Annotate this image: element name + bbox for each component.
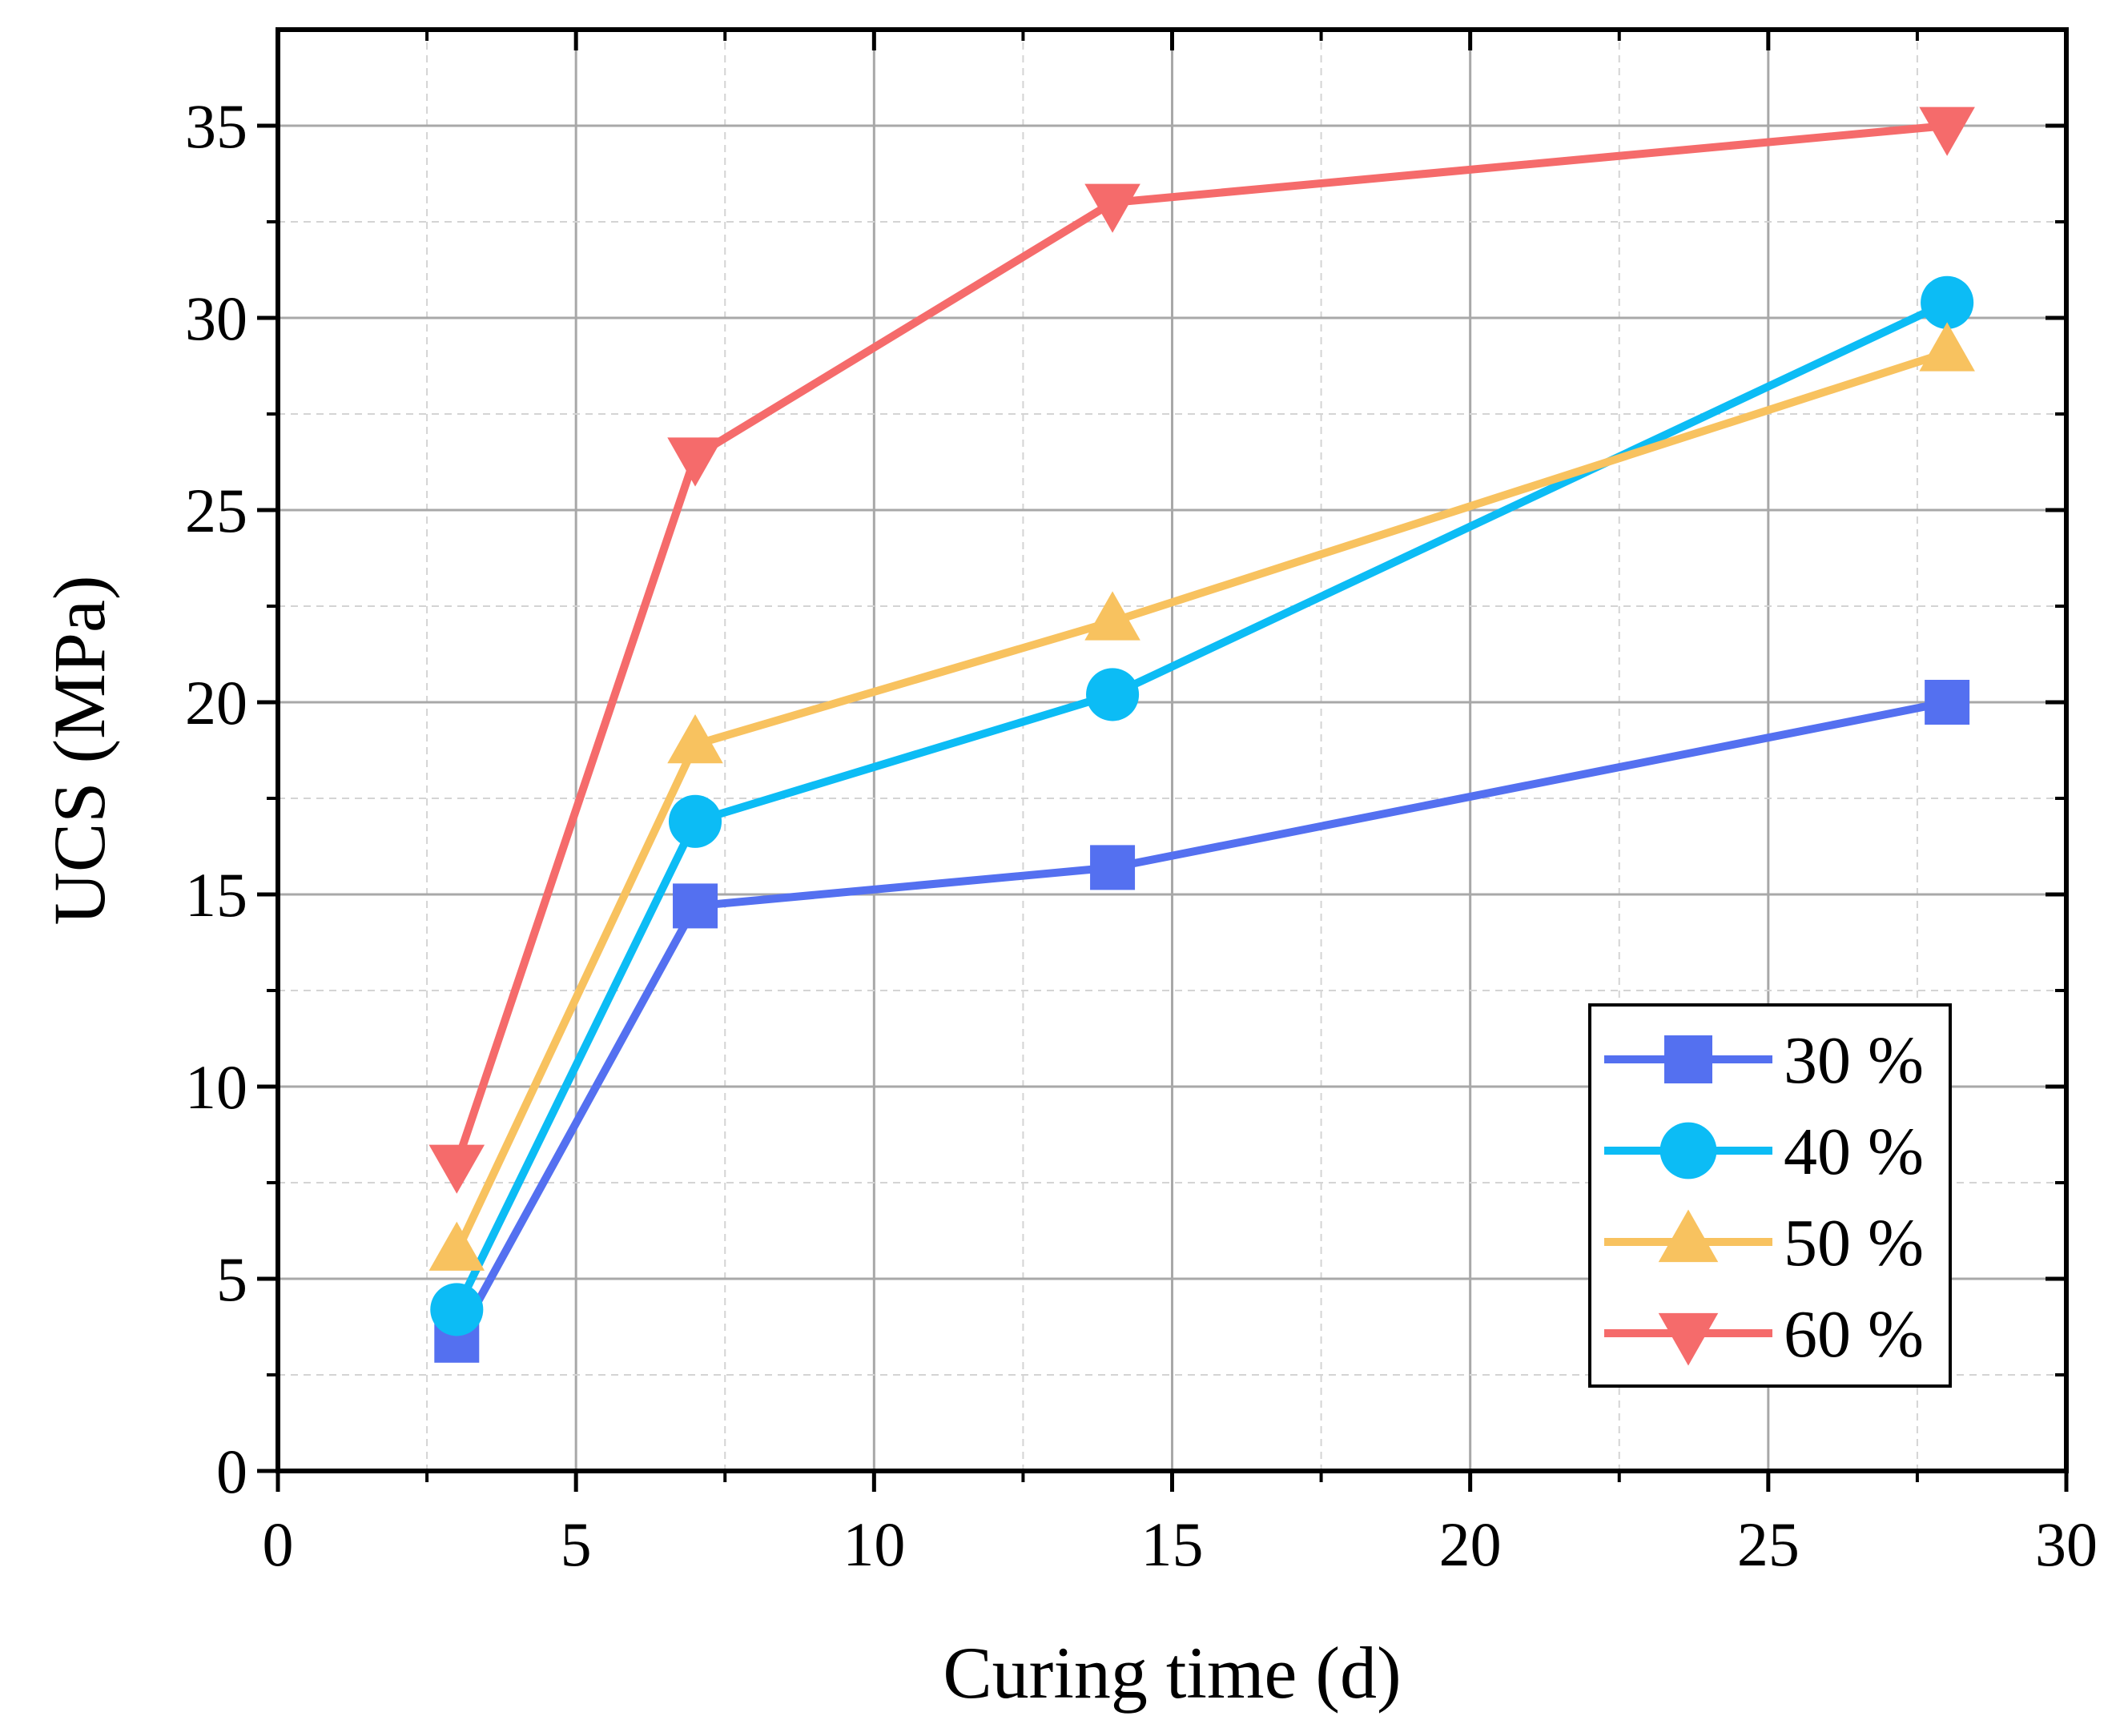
x-tick-label: 0: [263, 1509, 294, 1579]
series-3: [428, 322, 1975, 1271]
series-4: [428, 106, 1975, 1194]
y-tick-label: 0: [216, 1437, 247, 1506]
series-line: [453, 348, 1949, 1254]
y-tick-label: 35: [185, 91, 247, 161]
series-group: [428, 106, 1975, 1363]
y-tick-label: 20: [185, 668, 247, 737]
legend-label: 60 %: [1784, 1297, 1924, 1372]
data-point: [667, 437, 723, 487]
legend-label: 30 %: [1784, 1023, 1924, 1098]
data-point: [1919, 322, 1975, 372]
y-tick-label: 15: [185, 860, 247, 930]
legend-item: 40 %: [1604, 1115, 1924, 1189]
ticks: 0 5 10 15 20 25 30 0 5 10 15 20 25 30 35: [185, 30, 2098, 1579]
y-tick-label: 5: [216, 1244, 247, 1314]
legend-marker: [1664, 1035, 1712, 1083]
y-axis-title: UCS (MPa): [38, 575, 120, 925]
legend-marker: [1658, 1312, 1719, 1366]
x-tick-label: 10: [843, 1509, 905, 1579]
x-tick-label: 30: [2035, 1509, 2098, 1579]
legend-label: 40 %: [1784, 1115, 1924, 1189]
data-point: [1086, 668, 1140, 721]
data-point: [1084, 183, 1140, 233]
legend-item: 30 %: [1604, 1023, 1924, 1098]
x-tick-label: 20: [1439, 1509, 1502, 1579]
legend-marker: [1658, 1209, 1719, 1263]
legend-item: 60 %: [1604, 1297, 1924, 1372]
y-tick-label: 25: [185, 476, 247, 545]
data-point: [1921, 275, 1974, 329]
x-tick-label: 15: [1141, 1509, 1204, 1579]
legend-box: [1588, 1003, 1952, 1388]
x-tick-label: 5: [561, 1509, 592, 1579]
legend-item: 50 %: [1604, 1206, 1924, 1280]
legend-label: 50 %: [1784, 1206, 1924, 1280]
series-line: [453, 122, 1948, 1165]
series-2: [430, 275, 1974, 1336]
series-line: [453, 299, 1949, 1312]
data-point: [1090, 845, 1136, 890]
data-point: [430, 1283, 484, 1336]
legend-marker: [1659, 1122, 1717, 1179]
data-point: [668, 794, 722, 848]
data-point: [667, 714, 723, 764]
data-point: [428, 1144, 485, 1194]
data-point: [428, 1221, 485, 1271]
y-tick-label: 30: [185, 283, 247, 353]
data-point: [1084, 591, 1140, 641]
data-point: [1919, 106, 1975, 156]
y-tick-label: 10: [185, 1052, 247, 1122]
data-point: [673, 883, 718, 929]
series-line: [453, 698, 1949, 1343]
data-point: [1925, 680, 1970, 725]
x-tick-label: 25: [1737, 1509, 1800, 1579]
x-axis-title: Curing time (d): [943, 1632, 1401, 1714]
legend: 30 % 40 % 50 % 60 %: [1588, 1003, 1952, 1388]
